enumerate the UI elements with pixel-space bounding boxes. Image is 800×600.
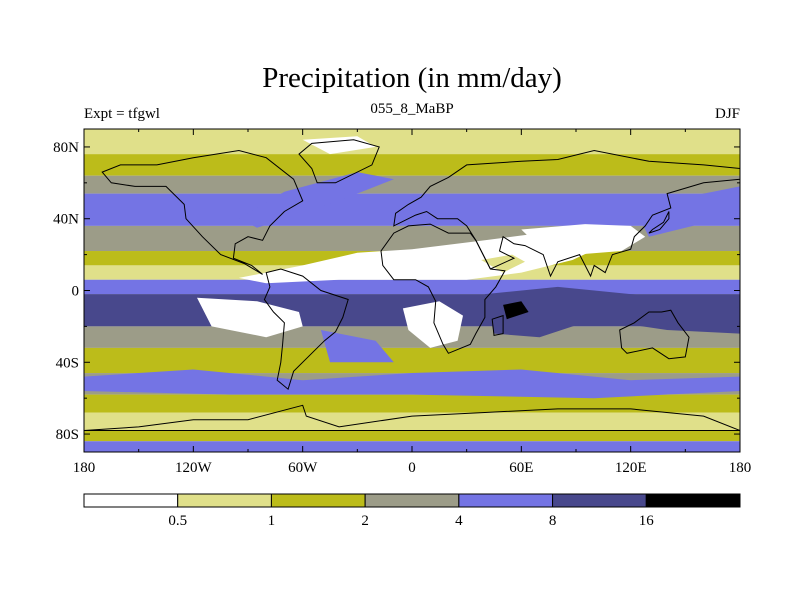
colorbar-label: 2 bbox=[361, 513, 369, 529]
west-pacific-warm-pool bbox=[484, 286, 740, 338]
y-tick-label: 80N bbox=[53, 140, 79, 156]
x-tick-label: 60W bbox=[288, 460, 318, 476]
zonal-band-10 bbox=[84, 347, 740, 374]
north-america-coast bbox=[101, 149, 304, 275]
colorbar-swatch bbox=[552, 493, 647, 508]
indian-ocean-max bbox=[503, 301, 529, 320]
y-tick-label: 0 bbox=[72, 284, 80, 300]
y-tick-label: 80S bbox=[56, 427, 79, 443]
x-tick-label: 180 bbox=[73, 460, 96, 476]
x-axis: 180 120W 60W 0 60E 120E 180 bbox=[73, 129, 752, 476]
period-label: 055_8_MaBP bbox=[370, 101, 453, 117]
southern-ocean-storm-track bbox=[84, 369, 740, 399]
x-tick-label: 60E bbox=[509, 460, 533, 476]
zonal-band-13 bbox=[84, 412, 740, 431]
y-tick-label: 40S bbox=[56, 355, 79, 371]
south-america-coast bbox=[263, 268, 349, 391]
coastline-outlines bbox=[84, 139, 740, 431]
zonal-band-12 bbox=[84, 394, 740, 413]
colorbar-swatch bbox=[645, 493, 741, 508]
antarctica-coast bbox=[84, 404, 740, 431]
african-dry-zone bbox=[402, 301, 463, 348]
precipitation-field bbox=[84, 129, 740, 452]
colorbar-label: 0.5 bbox=[168, 513, 187, 529]
colorbar-swatch bbox=[270, 493, 366, 508]
colorbar-label: 16 bbox=[639, 513, 655, 529]
subtropical-dry-belt bbox=[238, 233, 604, 284]
colorbar-swatch bbox=[364, 493, 460, 508]
australia-coast bbox=[619, 309, 690, 360]
colorbar-label: 4 bbox=[455, 513, 463, 529]
north-atlantic-storm-track bbox=[238, 172, 394, 228]
season-label: DJF bbox=[715, 106, 740, 122]
zonal-band-1 bbox=[84, 154, 740, 176]
colorbar: 0.5 1 2 4 8 16 bbox=[83, 493, 741, 529]
colorbar-swatch bbox=[458, 493, 554, 508]
zonal-band-2 bbox=[84, 175, 740, 194]
x-tick-label: 120E bbox=[615, 460, 647, 476]
x-tick-label: 120W bbox=[175, 460, 213, 476]
y-tick-label: 40N bbox=[53, 212, 79, 228]
zonal-band-7 bbox=[84, 279, 740, 295]
japan-coast bbox=[648, 211, 670, 234]
zonal-band-14 bbox=[84, 430, 740, 442]
colorbar-label: 8 bbox=[549, 513, 557, 529]
greenland-coast bbox=[298, 139, 380, 184]
colorbar-swatch bbox=[83, 493, 179, 508]
eurasia-coast bbox=[393, 149, 740, 278]
africa-coast bbox=[380, 223, 506, 354]
x-tick-label: 0 bbox=[408, 460, 416, 476]
experiment-label: Expt = tfgwl bbox=[84, 106, 160, 122]
south-american-dry-zone bbox=[197, 297, 303, 338]
madagascar-coast bbox=[491, 314, 504, 336]
x-tick-label: 180 bbox=[729, 460, 752, 476]
zonal-band-3 bbox=[84, 193, 740, 226]
colorbar-label: 1 bbox=[268, 513, 276, 529]
colorbar-swatch bbox=[177, 493, 272, 508]
east-asia-dry-zone bbox=[521, 224, 646, 255]
y-axis: 80N 40N 0 40S 80S bbox=[53, 140, 740, 443]
south-atlantic-convergence bbox=[320, 330, 394, 363]
chart-title: Precipitation (in mm/day) bbox=[262, 62, 562, 94]
